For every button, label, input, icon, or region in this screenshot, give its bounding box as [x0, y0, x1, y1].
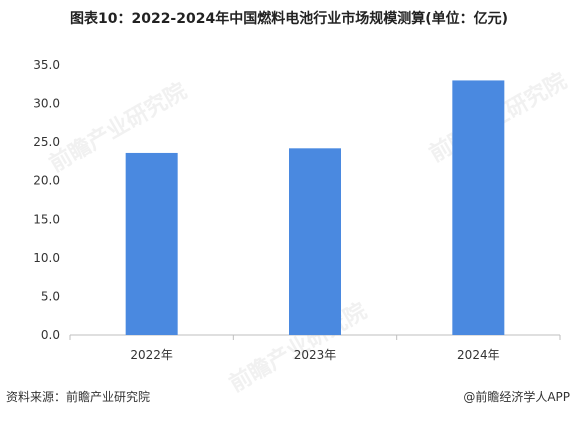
bar — [289, 148, 341, 335]
bar — [452, 80, 505, 335]
y-tick-label: 30.0 — [33, 97, 60, 111]
publisher-credit: @前瞻经济学人APP — [463, 390, 570, 404]
bar — [125, 152, 178, 335]
y-tick-label: 35.0 — [33, 58, 60, 72]
x-tick-label: 2024年 — [457, 348, 500, 362]
chart-title: 图表10：2022-2024年中国燃料电池行业市场规模测算(单位：亿元) — [69, 11, 509, 27]
y-tick-label: 5.0 — [41, 289, 60, 303]
y-tick-label: 10.0 — [33, 251, 60, 265]
source-note: 资料来源：前瞻产业研究院 — [6, 390, 151, 404]
y-tick-label: 0.0 — [41, 328, 60, 342]
x-tick-label: 2023年 — [294, 348, 337, 362]
y-tick-label: 20.0 — [33, 174, 60, 188]
x-tick-label: 2022年 — [130, 348, 173, 362]
y-tick-label: 25.0 — [33, 135, 60, 149]
y-tick-label: 15.0 — [33, 212, 60, 226]
